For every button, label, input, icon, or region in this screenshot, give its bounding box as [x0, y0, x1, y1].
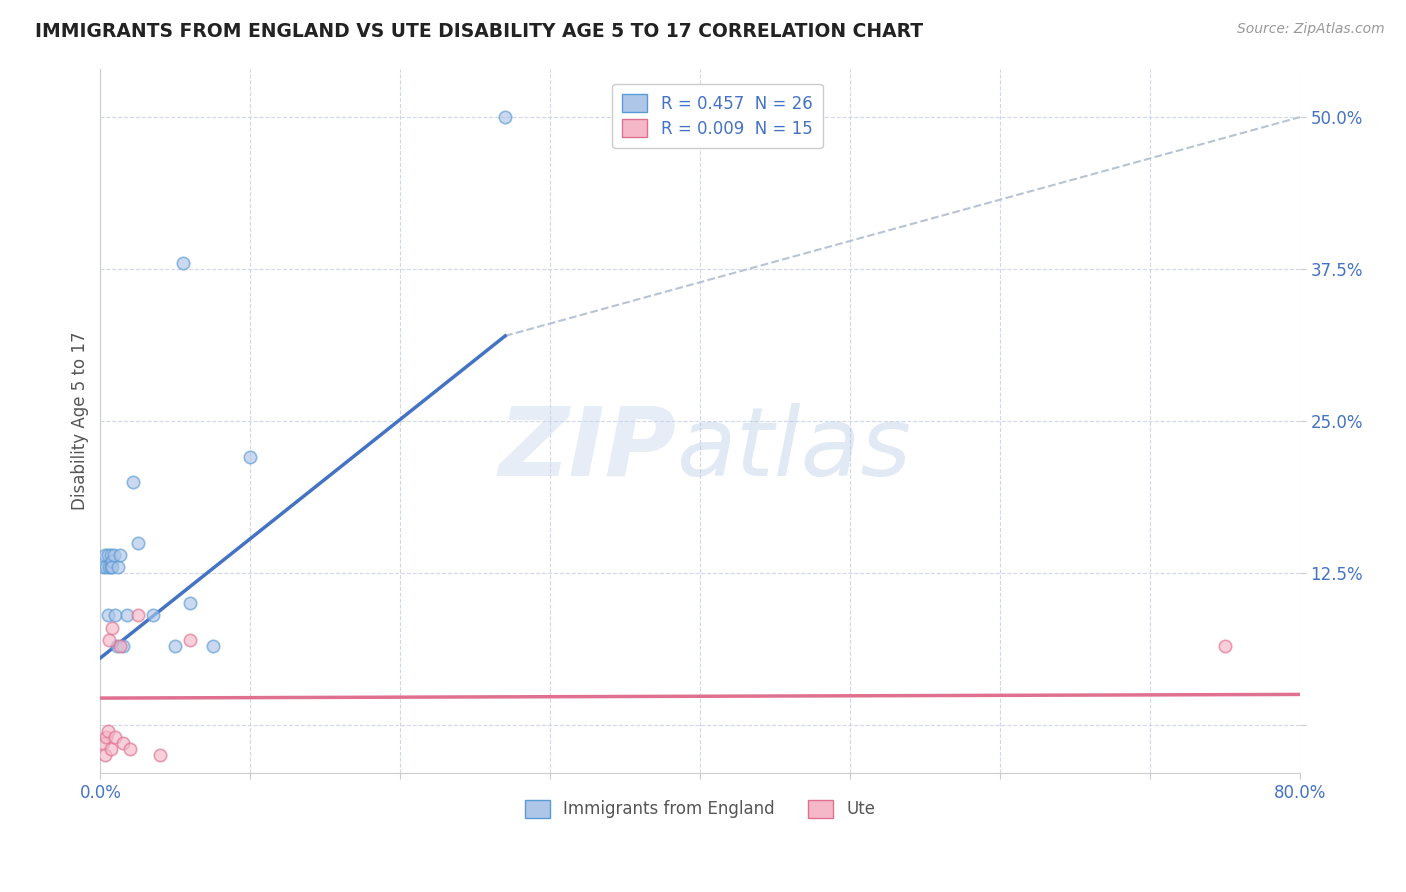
Point: [94, 748, 117, 763]
Point: [494, 110, 516, 124]
Text: ZIP: ZIP: [498, 402, 676, 496]
Point: [142, 608, 165, 623]
Point: [179, 596, 201, 610]
Point: [127, 535, 149, 549]
Point: [103, 548, 125, 562]
Text: Source: ZipAtlas.com: Source: ZipAtlas.com: [1237, 22, 1385, 37]
Point: [165, 639, 187, 653]
Text: IMMIGRANTS FROM ENGLAND VS UTE DISABILITY AGE 5 TO 17 CORRELATION CHART: IMMIGRANTS FROM ENGLAND VS UTE DISABILIT…: [35, 22, 924, 41]
Point: [108, 639, 131, 653]
Point: [104, 608, 127, 623]
Point: [98, 559, 121, 574]
Point: [107, 559, 129, 574]
Point: [120, 742, 142, 756]
Point: [96, 559, 118, 574]
Point: [239, 450, 262, 465]
Point: [111, 736, 134, 750]
Point: [179, 632, 201, 647]
Point: [100, 559, 122, 574]
Point: [101, 621, 124, 635]
Point: [100, 742, 122, 756]
Point: [122, 475, 145, 489]
Legend: Immigrants from England, Ute: Immigrants from England, Ute: [519, 793, 882, 825]
Point: [127, 608, 149, 623]
Y-axis label: Disability Age 5 to 17: Disability Age 5 to 17: [72, 332, 89, 510]
Point: [108, 548, 131, 562]
Point: [93, 559, 115, 574]
Text: atlas: atlas: [676, 402, 911, 496]
Point: [93, 736, 115, 750]
Point: [96, 730, 118, 744]
Point: [97, 723, 120, 738]
Point: [98, 632, 121, 647]
Point: [97, 548, 120, 562]
Point: [97, 608, 120, 623]
Point: [149, 748, 172, 763]
Point: [104, 730, 127, 744]
Point: [101, 554, 124, 568]
Point: [117, 608, 139, 623]
Point: [94, 548, 117, 562]
Point: [101, 559, 124, 574]
Point: [100, 548, 122, 562]
Point: [172, 256, 194, 270]
Point: [1213, 639, 1236, 653]
Point: [105, 639, 128, 653]
Point: [201, 639, 224, 653]
Point: [111, 639, 134, 653]
